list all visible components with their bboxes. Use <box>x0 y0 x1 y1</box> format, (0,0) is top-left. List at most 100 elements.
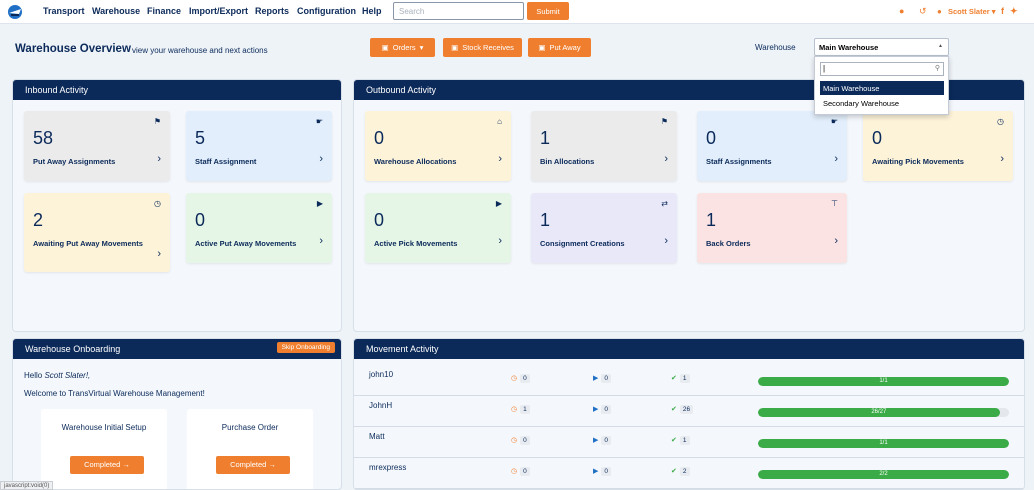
warehouse-select[interactable]: Main Warehouse ▲ <box>814 38 949 56</box>
dropdown-option-main[interactable]: Main Warehouse <box>820 81 944 95</box>
movement-row[interactable]: john10 ◷ 0 ▶ 0 ✔ 1 1/1 <box>354 365 1024 396</box>
orders-label: Orders <box>392 43 416 52</box>
card-bin-allocations[interactable]: ⚑ 1 Bin Allocations › <box>531 111 677 181</box>
greeting-name: Scott Slater!, <box>44 371 91 380</box>
home-icon: ⌂ <box>497 117 502 126</box>
chevron-right-icon: › <box>664 235 668 247</box>
nav-warehouse[interactable]: Warehouse <box>92 6 141 16</box>
nav-reports[interactable]: Reports <box>255 6 290 16</box>
card-back-orders[interactable]: ⊤ 1 Back Orders › <box>697 193 847 263</box>
movement-progress-bar: 1/1 <box>758 439 1009 448</box>
greeting-prefix: Hello <box>24 371 43 380</box>
card-label: Active Pick Movements <box>374 239 458 248</box>
card-value: 0 <box>374 128 385 148</box>
chevron-right-icon: › <box>319 235 323 247</box>
put-away-button[interactable]: ▣ Put Away <box>528 38 591 57</box>
warehouse-label: Warehouse <box>755 43 796 52</box>
movement-user-name: Matt <box>369 432 385 441</box>
active-stat: ▶ 0 <box>593 466 612 476</box>
card-warehouse-allocations[interactable]: ⌂ 0 Warehouse Allocations › <box>365 111 511 181</box>
card-label: Awaiting Put Away Movements <box>33 239 143 248</box>
transvirtual-logo[interactable] <box>6 4 24 20</box>
chevron-right-icon: › <box>157 153 161 165</box>
submit-button[interactable]: Submit <box>527 2 569 20</box>
facebook-icon[interactable]: f <box>1001 6 1004 16</box>
chevron-right-icon: › <box>498 153 502 165</box>
chevron-right-icon: › <box>664 153 668 165</box>
progress-fill: 1/1 <box>758 439 1009 448</box>
chevron-right-icon: › <box>319 153 323 165</box>
nav-configuration[interactable]: Configuration <box>297 6 356 16</box>
page-subtitle: view your warehouse and next actions <box>132 46 268 55</box>
card-active-put-away-movements[interactable]: ▶ 0 Active Put Away Movements › <box>186 193 332 263</box>
search-input[interactable] <box>393 2 524 20</box>
card-label: Put Away Assignments <box>33 157 116 166</box>
thumbtack-icon: ⊤ <box>831 199 838 208</box>
movement-user-name: mrexpress <box>369 463 407 472</box>
card-label: Back Orders <box>706 239 751 248</box>
card-staff-assignment[interactable]: ☛ 5 Staff Assignment › <box>186 111 332 181</box>
inbound-activity-panel: Inbound Activity ⚑ 58 Put Away Assignmen… <box>12 79 342 332</box>
clock-icon: ◷ <box>154 199 161 208</box>
nav-import-export[interactable]: Import/Export <box>189 6 249 16</box>
nav-finance[interactable]: Finance <box>147 6 182 16</box>
card-consignment-creations[interactable]: ⇄ 1 Consignment Creations › <box>531 193 677 263</box>
active-stat: ▶ 0 <box>593 404 612 414</box>
card-staff-assignments[interactable]: ☛ 0 Staff Assignments › <box>697 111 847 181</box>
plus-icon: ▣ <box>381 43 389 52</box>
clock-icon: ◷ <box>511 375 518 382</box>
check-icon: ✔ <box>671 406 677 413</box>
nav-transport[interactable]: Transport <box>43 6 85 16</box>
skip-onboarding-button[interactable]: Skip Onboarding <box>276 342 335 353</box>
clock-icon: ◷ <box>511 468 518 475</box>
awaiting-count: 0 <box>520 466 530 476</box>
tag-icon: ⚑ <box>153 117 161 126</box>
history-icon[interactable]: ↺ <box>919 6 927 16</box>
completed-button[interactable]: Completed → <box>216 456 290 474</box>
status-bar-url: javascript:void(0) <box>0 481 54 490</box>
movement-row[interactable]: mrexpress ◷ 0 ▶ 0 ✔ 2 2/2 <box>354 458 1024 489</box>
dropdown-option-secondary[interactable]: Secondary Warehouse <box>823 99 900 108</box>
caret-up-icon: ▲ <box>938 43 943 49</box>
twitter-icon[interactable]: ✦ <box>1010 6 1018 16</box>
user-menu[interactable]: Scott Slater ▾ <box>948 7 996 16</box>
orders-button[interactable]: ▣ Orders ▾ <box>370 38 435 57</box>
movement-user-name: john10 <box>369 370 394 379</box>
check-icon: ✔ <box>671 375 677 382</box>
dropdown-search-input[interactable]: | ⚲ <box>820 62 944 76</box>
card-awaiting-put-away-movements[interactable]: ◷ 2 Awaiting Put Away Movements › <box>24 193 170 272</box>
card-value: 0 <box>195 210 206 230</box>
movement-row[interactable]: JohnH ◷ 1 ▶ 0 ✔ 26 26/27 <box>354 396 1024 427</box>
movement-row[interactable]: Matt ◷ 0 ▶ 0 ✔ 1 1/1 <box>354 427 1024 458</box>
nav-help[interactable]: Help <box>362 6 382 16</box>
card-awaiting-pick-movements[interactable]: ◷ 0 Awaiting Pick Movements › <box>863 111 1013 181</box>
done-stat: ✔ 1 <box>671 373 690 383</box>
chat-icon[interactable]: ● <box>899 6 905 16</box>
play-icon: ▶ <box>316 199 323 208</box>
play-icon: ▶ <box>593 406 599 413</box>
step-title: Purchase Order <box>221 423 279 432</box>
completed-button[interactable]: Completed → <box>70 456 144 474</box>
clock-icon: ◷ <box>511 406 518 413</box>
card-put-away-assignments[interactable]: ⚑ 58 Put Away Assignments › <box>24 111 170 181</box>
card-value: 1 <box>540 128 551 148</box>
step-title: Warehouse Initial Setup <box>61 423 147 432</box>
onboarding-step-initial-setup: Warehouse Initial Setup Completed → <box>41 409 167 489</box>
outbound-activity-panel: Outbound Activity ⌂ 0 Warehouse Allocati… <box>353 79 1025 332</box>
stock-receives-button[interactable]: ▣ Stock Receives <box>443 38 522 57</box>
card-active-pick-movements[interactable]: ▶ 0 Active Pick Movements › <box>365 193 511 263</box>
movement-user-name: JohnH <box>369 401 393 410</box>
active-stat: ▶ 0 <box>593 435 612 445</box>
awaiting-stat: ◷ 0 <box>511 435 530 445</box>
progress-fill: 26/27 <box>758 408 1000 417</box>
card-value: 1 <box>540 210 551 230</box>
done-stat: ✔ 2 <box>671 466 690 476</box>
user-name: Scott Slater <box>948 7 990 16</box>
awaiting-stat: ◷ 1 <box>511 404 530 414</box>
movement-progress-bar: 1/1 <box>758 377 1009 386</box>
done-count: 1 <box>679 373 690 383</box>
awaiting-stat: ◷ 0 <box>511 373 530 383</box>
card-label: Active Put Away Movements <box>195 239 297 248</box>
play-icon: ▶ <box>495 199 502 208</box>
onboarding-welcome: Welcome to TransVirtual Warehouse Manage… <box>24 389 205 398</box>
